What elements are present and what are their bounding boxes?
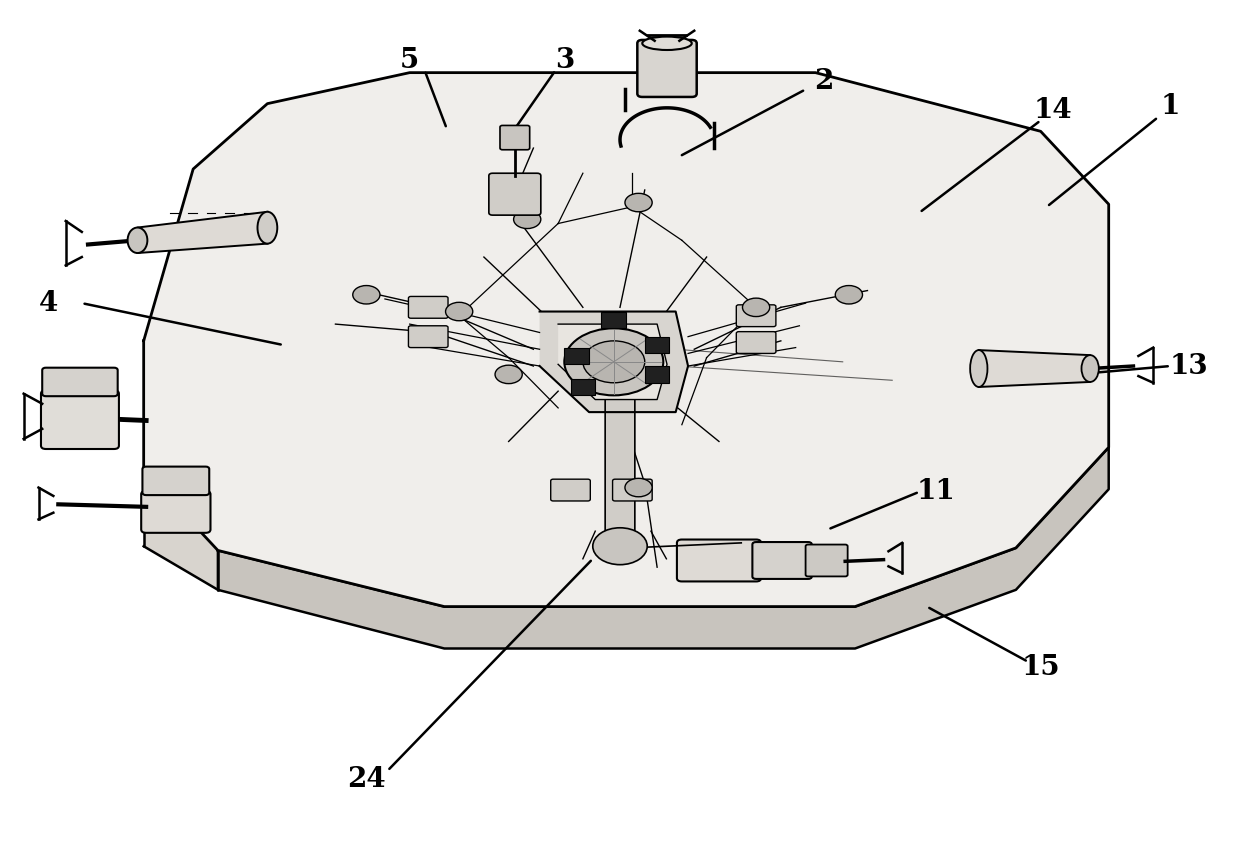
Circle shape [836,286,863,304]
Polygon shape [539,311,688,412]
Circle shape [593,528,647,564]
Polygon shape [558,324,667,399]
FancyBboxPatch shape [42,368,118,396]
Text: 5: 5 [401,46,419,73]
FancyBboxPatch shape [601,311,626,328]
FancyBboxPatch shape [570,378,595,395]
Ellipse shape [258,212,278,244]
FancyBboxPatch shape [605,394,635,540]
Text: 2: 2 [815,67,833,94]
Circle shape [625,479,652,497]
Circle shape [513,210,541,229]
Text: 14: 14 [1034,97,1073,124]
Circle shape [445,302,472,320]
FancyBboxPatch shape [753,542,812,579]
FancyBboxPatch shape [500,125,529,150]
FancyBboxPatch shape [408,325,448,347]
FancyBboxPatch shape [141,491,211,533]
Text: 3: 3 [554,46,574,73]
Polygon shape [144,341,218,590]
Circle shape [564,328,663,395]
Polygon shape [218,447,1109,648]
Circle shape [583,341,645,383]
Ellipse shape [1081,355,1099,382]
FancyBboxPatch shape [551,479,590,501]
FancyBboxPatch shape [645,366,670,383]
FancyBboxPatch shape [806,545,848,576]
Circle shape [352,286,379,304]
FancyBboxPatch shape [489,173,541,215]
FancyBboxPatch shape [564,347,589,364]
Circle shape [625,193,652,212]
Polygon shape [978,350,1090,387]
Text: 1: 1 [1161,93,1180,119]
FancyBboxPatch shape [677,540,761,581]
Polygon shape [138,212,268,253]
FancyBboxPatch shape [637,40,697,97]
Circle shape [743,298,770,316]
Text: 24: 24 [347,766,386,793]
Text: 4: 4 [38,289,58,317]
FancyBboxPatch shape [613,479,652,501]
FancyBboxPatch shape [737,331,776,353]
Text: 15: 15 [1022,654,1060,681]
Polygon shape [144,72,1109,606]
Text: 13: 13 [1169,352,1209,379]
Circle shape [495,365,522,383]
FancyBboxPatch shape [645,336,670,353]
Text: 11: 11 [916,479,955,505]
Ellipse shape [128,228,148,253]
Ellipse shape [642,37,692,50]
FancyBboxPatch shape [41,390,119,449]
Ellipse shape [970,350,987,387]
FancyBboxPatch shape [143,467,210,495]
FancyBboxPatch shape [408,296,448,318]
FancyBboxPatch shape [737,304,776,326]
